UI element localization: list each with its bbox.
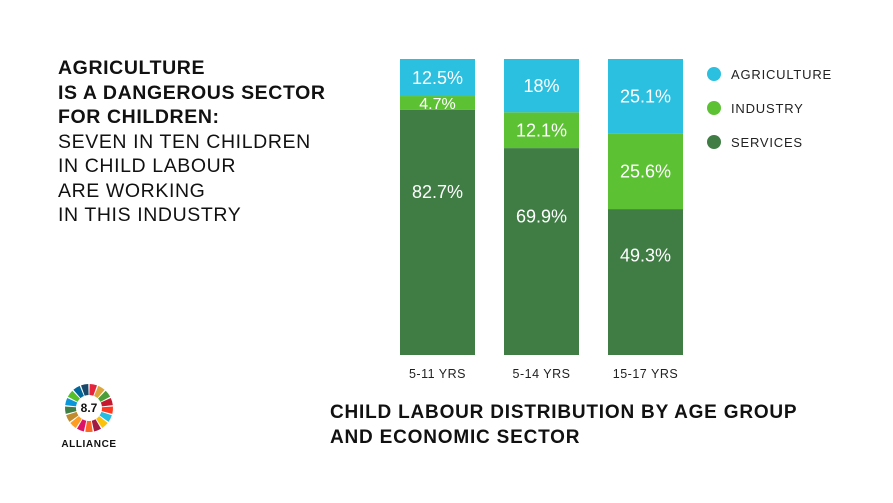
- bar-segment-services: [504, 148, 579, 355]
- legend-swatch-services: [707, 135, 721, 149]
- data-label: 12.5%: [412, 68, 463, 88]
- bar-segment-agriculture: [608, 59, 683, 134]
- headline-line: FOR CHILDREN:: [58, 106, 220, 128]
- logo-wheel-segment: [67, 390, 80, 402]
- chart-legend: AGRICULTURE INDUSTRY SERVICES: [707, 57, 832, 159]
- logo-wheel-segment: [101, 406, 113, 414]
- x-tick-label: 5-11 YRS: [409, 367, 466, 381]
- data-label: 49.3%: [620, 246, 671, 266]
- logo-wheel-segment: [76, 419, 87, 432]
- data-label: 25.6%: [620, 162, 671, 182]
- bar-segment-agriculture: [400, 59, 475, 97]
- logo-wheel-segment: [81, 384, 89, 396]
- logo-wheel-segment: [65, 397, 78, 407]
- legend-swatch-agriculture: [707, 67, 721, 81]
- data-label: 25.1%: [620, 87, 671, 107]
- legend-item-agriculture: AGRICULTURE: [707, 57, 832, 91]
- legend-swatch-industry: [707, 101, 721, 115]
- logo-wheel-segment: [99, 411, 112, 422]
- legend-item-services: SERVICES: [707, 125, 832, 159]
- data-label: 4.7%: [419, 96, 455, 113]
- caption-line: AND ECONOMIC SECTOR: [330, 427, 581, 448]
- bar-segment-industry: [400, 96, 475, 110]
- logo-wheel-segment: [98, 390, 111, 402]
- sdg-wheel-icon: 8.7: [65, 384, 113, 432]
- caption-line: CHILD LABOUR DISTRIBUTION BY AGE GROUP: [330, 402, 798, 423]
- logo-wheel-segment: [65, 406, 77, 414]
- headline-line: AGRICULTURE: [58, 57, 206, 79]
- legend-label: AGRICULTURE: [731, 66, 833, 82]
- logo-wheel-segment: [73, 385, 84, 399]
- bar-segment-industry: [608, 133, 683, 210]
- bar-segment-services: [400, 109, 475, 356]
- alliance-87-logo: 8.7 ALLIANCE: [60, 381, 118, 450]
- bar-segment-services: [608, 209, 683, 355]
- logo-wheel-segment: [89, 384, 97, 396]
- x-tick-label: 15-17 YRS: [613, 367, 678, 381]
- logo-wheel-segment: [85, 420, 93, 432]
- data-label: 12.1%: [516, 121, 567, 141]
- headline: AGRICULTURE IS A DANGEROUS SECTOR FOR CH…: [58, 56, 378, 228]
- headline-line: IS A DANGEROUS SECTOR: [58, 81, 326, 104]
- subheadline-line: IN CHILD LABOUR: [58, 155, 237, 177]
- data-label: 82.7%: [412, 182, 463, 202]
- logo-wheel-segment: [66, 411, 79, 422]
- chart-caption: CHILD LABOUR DISTRIBUTION BY AGE GROUP A…: [330, 400, 797, 450]
- logo-wheel-segment: [94, 385, 105, 399]
- logo-wheel-segment: [96, 416, 108, 429]
- subheadline-line: ARE WORKING: [58, 179, 206, 202]
- logo-number: 8.7: [81, 401, 98, 415]
- logo-wheel-segment: [100, 397, 113, 407]
- logo-wordmark: ALLIANCE: [61, 439, 117, 450]
- x-tick-label: 5-14 YRS: [513, 367, 571, 381]
- data-label: 69.9%: [516, 207, 567, 227]
- subheadline-line: IN THIS INDUSTRY: [58, 204, 242, 226]
- legend-item-industry: INDUSTRY: [707, 91, 832, 125]
- data-label: 18%: [523, 76, 559, 96]
- subheadline-line: SEVEN IN TEN CHILDREN: [58, 130, 311, 153]
- legend-label: SERVICES: [731, 134, 803, 150]
- bar-segment-industry: [504, 112, 579, 149]
- logo-wheel-segment: [91, 419, 102, 432]
- legend-label: INDUSTRY: [731, 100, 804, 116]
- logo-wheel-segment: [70, 416, 82, 429]
- bar-segment-agriculture: [504, 59, 579, 113]
